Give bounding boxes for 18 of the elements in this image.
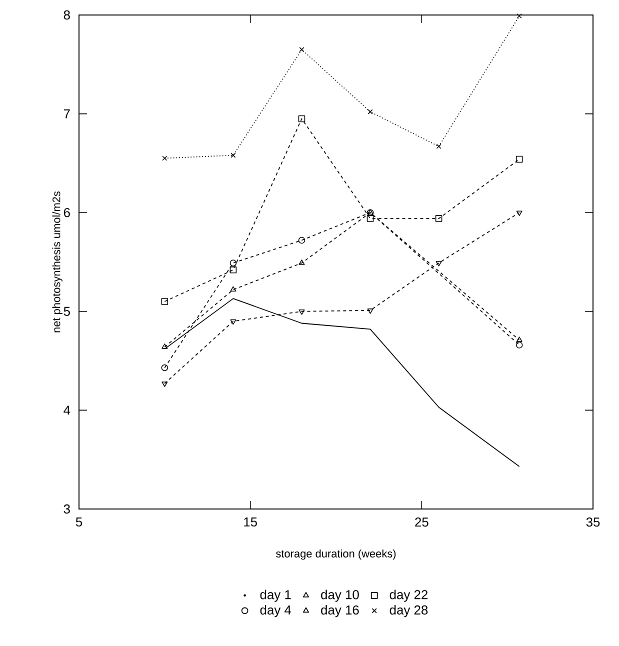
legend-label: day 16 [321, 605, 359, 618]
y-tick-label: 7 [64, 109, 70, 118]
x-axis-title: storage duration (weeks) [276, 549, 396, 560]
y-tick-label: 4 [64, 406, 70, 415]
legend-label: day 4 [260, 605, 292, 618]
y-tick-label: 8 [64, 10, 70, 20]
legend-label: day 10 [321, 590, 359, 602]
y-axis-title: net photosynthesis umol/m2s [52, 191, 62, 332]
legend-label: day 1 [260, 590, 291, 602]
x-tick-label: 35 [586, 517, 600, 527]
y-tick-label: 5 [64, 306, 70, 316]
x-tick-label: 15 [244, 518, 257, 527]
x-tick-label: 5 [76, 518, 82, 527]
legend-label: day 22 [390, 590, 428, 602]
legend-label: day 28 [390, 605, 428, 618]
x-tick-label: 25 [415, 517, 428, 527]
y-tick-label: 6 [64, 208, 70, 218]
y-tick-label: 3 [64, 504, 70, 514]
